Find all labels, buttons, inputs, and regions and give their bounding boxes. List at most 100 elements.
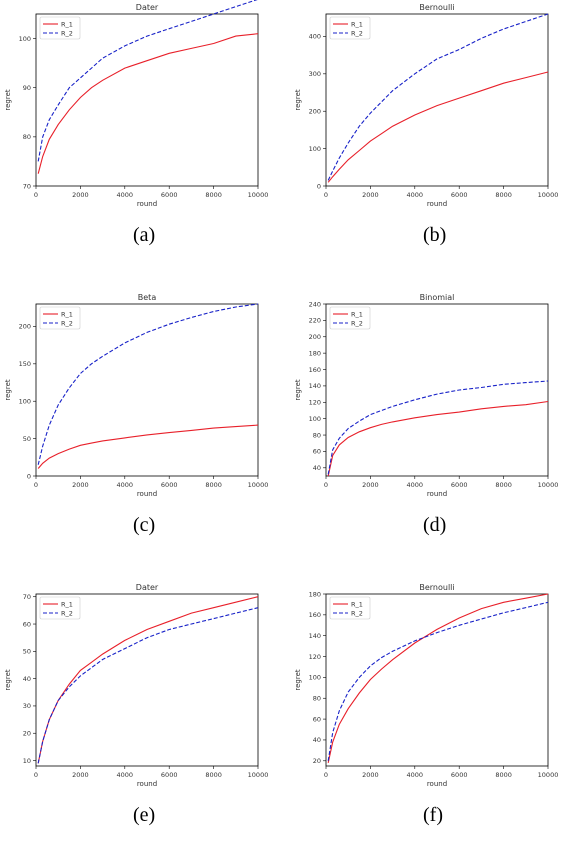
axes-frame [35, 593, 259, 767]
y-tick-label: 60 [23, 620, 31, 628]
x-tick-label: 4000 [407, 191, 424, 199]
x-axis-label: round [137, 780, 157, 788]
y-tick-label: 120 [309, 399, 321, 407]
x-tick-label: 8000 [205, 481, 222, 489]
x-tick-label: 0 [34, 481, 38, 489]
x-tick-label: 2000 [362, 771, 379, 779]
legend-label: R_1 [351, 600, 363, 608]
legend-box [39, 596, 81, 620]
y-tick-label: 160 [309, 611, 321, 619]
x-tick-label: 2000 [72, 191, 89, 199]
y-tick-label: 30 [23, 702, 31, 710]
series-line-r2 [37, 0, 258, 162]
chart-title: Binomial [420, 293, 455, 302]
axes-frame [325, 303, 549, 477]
chart-panel-2: Bernoulli 0 2000 4000 6000 8000 10000 0 100 200 30… [290, 0, 580, 246]
legend-box [39, 16, 81, 40]
axes-frame [35, 13, 259, 187]
x-axis-label: round [427, 200, 447, 208]
x-tick-label: 0 [34, 771, 38, 779]
x-tick-label: 4000 [117, 191, 134, 199]
chart-svg-6: Bernoulli 0 2000 4000 6000 8000 10000 20 40 60 80 1… [294, 583, 559, 788]
legend-label: R_2 [61, 319, 73, 327]
x-tick-label: 0 [324, 191, 328, 199]
y-tick-label: 200 [19, 323, 31, 331]
x-tick-label: 4000 [117, 481, 134, 489]
y-tick-label: 140 [309, 632, 321, 640]
x-tick-label: 10000 [538, 771, 559, 779]
y-tick-label: 240 [309, 300, 321, 308]
series-line-r1 [327, 593, 549, 764]
y-tick-label: 40 [313, 464, 321, 472]
y-tick-label: 400 [309, 33, 321, 41]
legend-box [329, 306, 371, 330]
y-axis-label: regret [294, 669, 302, 691]
x-tick-label: 4000 [407, 771, 424, 779]
x-tick-label: 10000 [538, 191, 559, 199]
y-tick-label: 200 [309, 108, 321, 116]
x-tick-label: 8000 [205, 771, 222, 779]
y-axis-label: regret [294, 89, 302, 111]
chart-panel-3: Beta 0 2000 4000 6000 8000 10000 0 50 100 150 200 ro… [0, 290, 290, 536]
chart-panel-6: Bernoulli 0 2000 4000 6000 8000 10000 20 40 60 80 1… [290, 580, 580, 826]
x-tick-label: 10000 [248, 771, 269, 779]
legend-label: R_1 [351, 310, 363, 318]
axes-frame [325, 593, 549, 767]
subfigure-label: (a) [133, 224, 156, 246]
x-tick-label: 8000 [495, 481, 512, 489]
x-tick-label: 6000 [161, 771, 178, 779]
legend: R_1R_2 [329, 16, 371, 40]
y-tick-label: 70 [23, 593, 31, 601]
x-tick-label: 0 [324, 481, 328, 489]
x-tick-label: 10000 [538, 481, 559, 489]
x-tick-label: 10000 [248, 481, 269, 489]
x-axis-label: round [137, 200, 157, 208]
legend: R_1R_2 [39, 596, 81, 620]
y-tick-label: 50 [23, 648, 31, 656]
y-tick-label: 300 [309, 70, 321, 78]
y-tick-label: 160 [309, 366, 321, 374]
y-axis-label: regret [4, 89, 12, 111]
x-tick-label: 2000 [72, 481, 89, 489]
x-axis-label: round [427, 780, 447, 788]
y-tick-label: 220 [309, 317, 321, 325]
chart-panel-4: Binomial 0 2000 4000 6000 8000 10000 40 60 80 100 1… [290, 290, 580, 536]
y-tick-label: 70 [23, 182, 31, 190]
y-tick-label: 80 [23, 133, 31, 141]
series-line-r2 [327, 601, 549, 761]
chart-title: Bernoulli [419, 583, 454, 592]
x-tick-label: 6000 [451, 191, 468, 199]
axes-frame [325, 13, 549, 187]
series-line-r1 [327, 71, 549, 183]
x-tick-label: 2000 [72, 771, 89, 779]
y-tick-label: 40 [23, 675, 31, 683]
legend-box [39, 306, 81, 330]
legend-label: R_2 [61, 609, 73, 617]
chart-svg-1: Dater 0 2000 4000 6000 8000 10000 70 80 90 100 roun… [4, 0, 269, 208]
legend-label: R_1 [61, 310, 73, 318]
chart-svg-2: Bernoulli 0 2000 4000 6000 8000 10000 0 100 200 30… [294, 3, 559, 208]
subfigure-label: (c) [133, 514, 156, 536]
y-tick-label: 40 [313, 736, 321, 744]
y-tick-label: 20 [23, 730, 31, 738]
axes-frame [35, 303, 259, 477]
y-axis-label: regret [4, 379, 12, 401]
legend: R_1R_2 [39, 306, 81, 330]
y-tick-label: 60 [313, 715, 321, 723]
legend-label: R_2 [61, 29, 73, 37]
y-axis-label: regret [4, 669, 12, 691]
x-tick-label: 2000 [362, 191, 379, 199]
x-tick-label: 8000 [495, 191, 512, 199]
y-tick-label: 180 [309, 349, 321, 357]
x-tick-label: 2000 [362, 481, 379, 489]
y-tick-label: 200 [309, 333, 321, 341]
series-line-r2 [37, 607, 259, 764]
y-tick-label: 0 [27, 472, 31, 480]
x-tick-label: 10000 [248, 191, 269, 199]
y-tick-label: 0 [317, 182, 321, 190]
series-line-r2 [37, 303, 259, 465]
legend: R_1R_2 [39, 16, 81, 40]
chart-title: Beta [138, 293, 157, 302]
y-tick-label: 100 [309, 145, 321, 153]
chart-svg-4: Binomial 0 2000 4000 6000 8000 10000 40 60 80 100 1… [294, 293, 559, 498]
